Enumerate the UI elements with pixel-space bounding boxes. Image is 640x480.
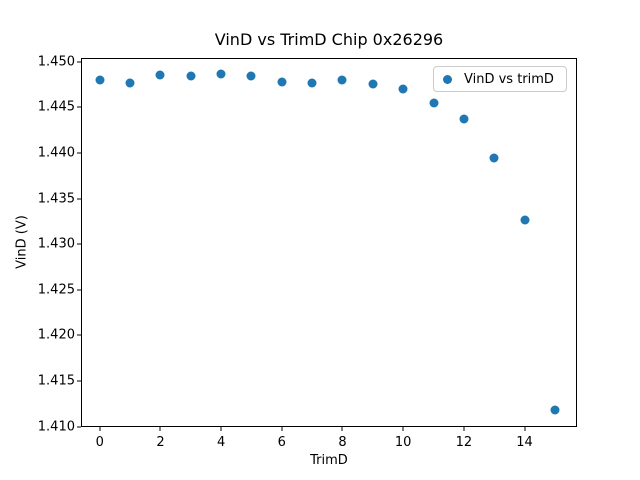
data-point (520, 215, 530, 225)
data-point (246, 71, 256, 81)
x-tick-label: 4 (217, 435, 226, 450)
x-tick-label: 14 (516, 435, 533, 450)
y-tick-label: 1.415 (37, 373, 75, 389)
data-point (550, 405, 560, 415)
data-point (398, 84, 408, 94)
plot-area (81, 58, 577, 427)
x-tick-label: 8 (338, 435, 347, 450)
y-tick-mark (77, 289, 81, 291)
legend: VinD vs trimD (433, 66, 567, 92)
data-point (155, 70, 165, 80)
data-point (489, 153, 499, 163)
y-tick-mark (77, 380, 81, 382)
x-tick-mark (341, 427, 343, 431)
x-tick-label: 12 (455, 435, 473, 450)
chart-title: VinD vs TrimD Chip 0x26296 (214, 30, 444, 49)
x-tick-mark (524, 427, 526, 431)
y-tick-label: 1.450 (37, 54, 75, 70)
data-point (216, 69, 226, 79)
y-tick-mark (77, 106, 81, 108)
legend-label: VinD vs trimD (464, 71, 554, 87)
y-tick-mark (77, 152, 81, 154)
y-tick-mark (77, 198, 81, 200)
y-tick-mark (77, 334, 81, 336)
data-point (429, 98, 438, 108)
data-point (277, 77, 287, 87)
x-tick-mark (99, 427, 101, 431)
x-tick-mark (159, 427, 161, 431)
data-point (368, 79, 378, 89)
y-tick-label: 1.430 (37, 236, 75, 252)
data-point (125, 78, 135, 88)
y-tick-label: 1.425 (37, 282, 75, 298)
y-tick-mark (77, 61, 81, 63)
x-tick-mark (402, 427, 404, 431)
x-tick-label: 0 (95, 435, 104, 450)
x-axis-label: TrimD (310, 453, 348, 468)
x-tick-label: 2 (156, 435, 165, 450)
data-point (307, 78, 317, 88)
y-axis-label: VinD (V) (14, 215, 30, 269)
x-tick-mark (281, 427, 283, 431)
data-point (337, 75, 347, 85)
y-tick-label: 1.440 (37, 145, 75, 161)
data-point (459, 114, 469, 124)
data-point (95, 75, 105, 85)
x-tick-mark (463, 427, 465, 431)
x-tick-label: 6 (277, 435, 286, 450)
y-tick-label: 1.435 (37, 191, 75, 207)
y-tick-mark (77, 243, 81, 245)
legend-marker-icon (443, 74, 452, 84)
y-tick-label: 1.410 (37, 419, 75, 435)
y-tick-label: 1.420 (37, 327, 75, 343)
x-tick-label: 10 (394, 435, 412, 450)
y-tick-mark (77, 426, 81, 428)
y-tick-label: 1.445 (37, 99, 75, 115)
data-point (186, 71, 196, 81)
x-tick-mark (220, 427, 222, 431)
